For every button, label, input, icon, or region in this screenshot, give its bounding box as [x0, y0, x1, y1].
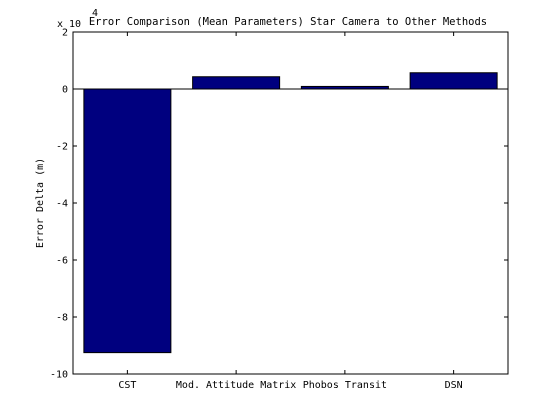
x-tick-label: DSN [445, 380, 463, 391]
y-tick-label: 2 [62, 28, 68, 39]
y-ticks-group: -10 -8 -6 -4 -2 0 2 [50, 28, 508, 381]
y-multiplier-label: x 10 [57, 19, 81, 30]
y-tick-label: -2 [56, 142, 68, 153]
y-tick-label: -10 [50, 370, 68, 381]
y-axis-label: Error Delta (m) [35, 158, 46, 248]
x-tick-label: Phobos Transit [303, 380, 387, 391]
y-tick-label: -4 [56, 199, 68, 210]
x-ticks-group: CST Mod. Attitude Matrix Phobos Transit DSN [118, 32, 463, 391]
y-tick-label: -6 [56, 256, 68, 267]
bar-dsn [409, 72, 498, 90]
x-tick-label: Mod. Attitude Matrix [176, 380, 296, 391]
bar-mod-attitude-matrix [192, 76, 281, 90]
y-multiplier-exponent: 4 [92, 8, 98, 19]
y-tick-label: -8 [56, 313, 68, 324]
x-tick-label: CST [118, 380, 136, 391]
bars-group [83, 72, 498, 354]
chart-title: Error Comparison (Mean Parameters) Star … [89, 16, 487, 28]
bar-cst [83, 88, 172, 354]
y-tick-label: 0 [62, 85, 68, 96]
